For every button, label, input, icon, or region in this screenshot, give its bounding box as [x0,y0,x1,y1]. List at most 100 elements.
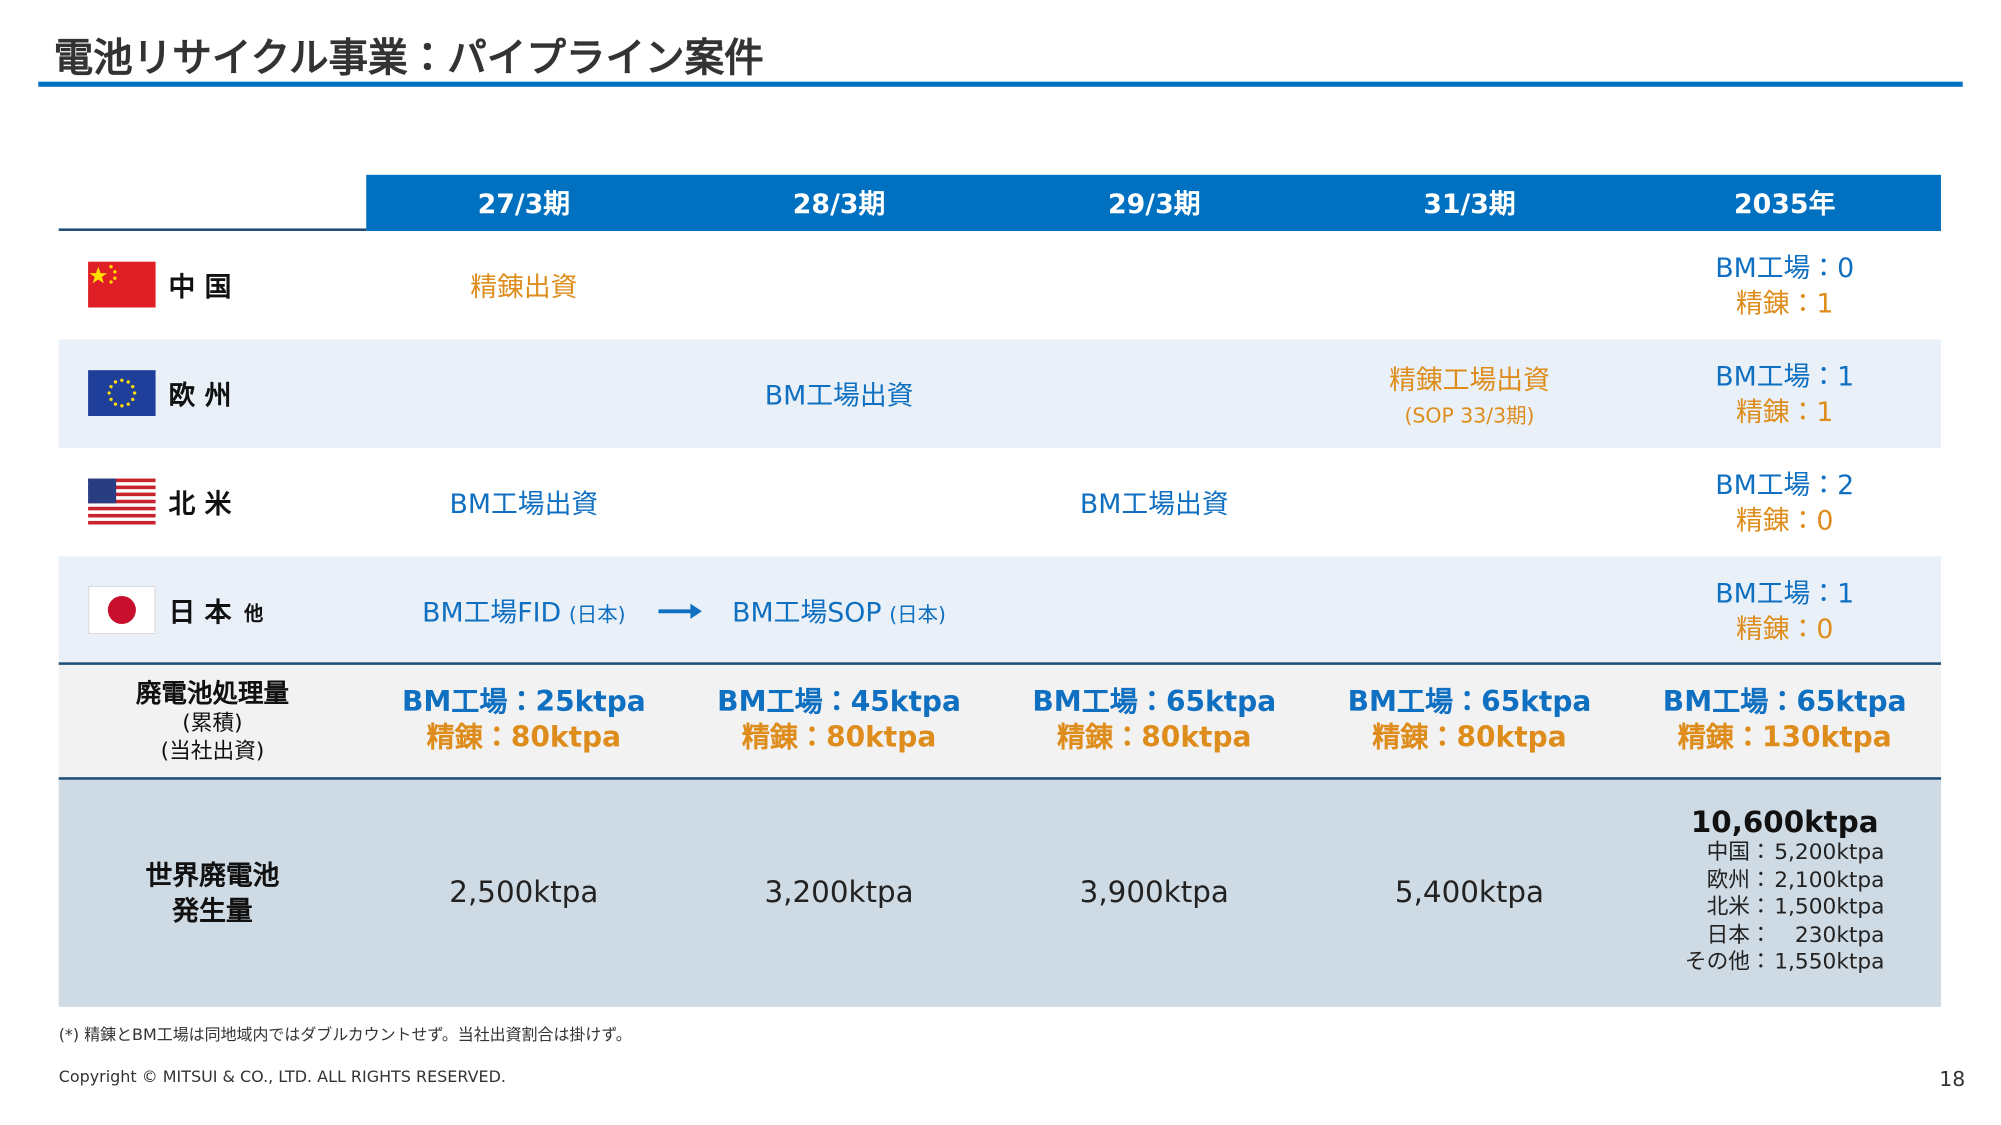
flag-japan [88,585,156,635]
plan-line: BM工場出資 [1080,483,1229,521]
flag-china [88,261,156,308]
target-bm: BM工場：1 [1715,360,1855,392]
target-refine: 精錬：1 [1735,396,1834,427]
breakdown-region: 北米： [1706,894,1772,921]
column-header: 27/3期 [366,175,681,231]
target-bm: BM工場：0 [1715,252,1855,283]
target-bm: BM工場：1 [1715,577,1855,609]
processing-refine: 精錬：80ktpa [741,722,937,755]
breakdown-value: 1,550ktpa [1774,949,1885,975]
processing-label-line: (当社出資) [160,738,265,765]
processing-cell: BM工場：45ktpa 精錬：80ktpa [681,664,996,779]
column-label: 31/3期 [1423,188,1516,220]
world-cell: 5,400ktpa [1312,778,1627,1006]
breakdown-region: 日本： [1706,922,1772,948]
target-refine: 精錬：0 [1735,504,1834,536]
target-cell: BM工場：1 精錬：0 [1627,556,1942,664]
processing-refine: 精錬：80ktpa [426,722,622,755]
target-refine: 精錬：0 [1735,613,1834,644]
world-total: 10,600ktpa [1690,806,1879,840]
row-band [58,339,1942,448]
column-header: 29/3期 [997,175,1312,231]
region-name: 中 国 [168,271,232,302]
region-name: 欧 州 [168,379,232,411]
processing-cell: BM工場：65ktpa 精錬：80ktpa [1312,664,1627,779]
breakdown-value: 230ktpa [1794,922,1885,948]
world-value: 2,500ktpa [449,876,599,910]
plan-cell: BM工場出資 [997,448,1312,556]
processing-refine: 精錬：130ktpa [1677,722,1892,755]
region-name: 北 米 [168,488,232,519]
world-cell: 3,200ktpa [681,778,996,1006]
plan-text: 精錬出資 [470,271,578,302]
processing-bm: BM工場：65ktpa [1347,686,1592,719]
processing-bm: BM工場：65ktpa [1032,686,1277,719]
plan-line: 精錬出資 [470,266,577,304]
plan-line: 精錬工場出資 [1389,359,1550,397]
target-bm: BM工場：2 [1715,468,1855,500]
processing-refine: 精錬：80ktpa [1372,722,1567,755]
plan-line: BM工場出資 [765,375,914,413]
plan-line: BM工場FID (日本) [422,591,626,629]
world-value: 5,400ktpa [1394,876,1545,910]
plan-cell: 精錬出資 [366,231,681,339]
processing-refine: 精錬：80ktpa [1057,722,1252,755]
region-label: 北 米 [168,448,231,556]
breakdown-value: 2,100ktpa [1774,867,1885,893]
processing-label-line: 廃電池処理量 [135,677,290,709]
world-band [58,778,1942,1007]
processing-cell: BM工場：65ktpa 精錬：130ktpa [1627,664,1942,779]
plan-cell: BM工場SOP (日本) [681,556,996,664]
header-bar [366,174,1942,231]
breakdown-region: その他： [1684,949,1772,975]
world-breakdown: 中国： 5,200ktpa 欧州： 2,100ktpa 北米： 1,500ktpa 日本： 2… [1685,840,1885,977]
world-label: 世界廃電池 発生量 [59,778,367,1006]
breakdown-region: 中国： [1706,839,1772,866]
processing-cell: BM工場：25ktpa 精錬：80ktpa [366,664,681,779]
target-cell: BM工場：2 精錬：0 [1627,448,1942,556]
row-band [58,556,1942,664]
arrow [658,603,702,619]
column-label: 2035年 [1733,188,1836,220]
processing-bm: BM工場：65ktpa [1662,686,1907,719]
plan-text: BM工場FID [422,596,562,628]
plan-sub: (SOP 33/3期) [1404,402,1535,427]
column-header: 31/3期 [1312,175,1627,231]
plan-text: BM工場SOP [732,596,882,628]
plan-note: (日本) [889,601,946,626]
world-value: 3,900ktpa [1079,876,1229,910]
region-suffix: 他 [244,602,264,626]
title-rule [38,81,1963,87]
breakdown-region: 欧州： [1706,867,1772,893]
region-label: 中 国 [168,231,231,339]
world-cell: 3,900ktpa [997,778,1312,1006]
target-refine: 精錬：1 [1735,287,1834,319]
header-rule [58,228,367,231]
world-total-cell: 10,600ktpa 中国： 5,200ktpa 欧州： 2,100ktpa 北米： 1,5… [1627,778,1942,1006]
target-cell: BM工場：0 精錬：1 [1627,231,1942,339]
region-label: 欧 州 [168,339,231,447]
world-cell: 2,500ktpa [366,778,681,1006]
plan-cell: BM工場FID (日本) [366,556,681,664]
world-label-line: 世界廃電池 [145,859,280,891]
processing-bm: BM工場：25ktpa [401,686,646,719]
breakdown-value: 5,200ktpa [1774,839,1885,866]
column-label: 27/3期 [477,188,571,220]
row-rule [58,662,1942,665]
plan-text: BM工場出資 [764,379,914,411]
processing-band [58,663,1942,779]
plan-line: BM工場出資 [450,483,599,521]
page-number: 18 [1939,1066,1966,1092]
processing-cell: BM工場：65ktpa 精錬：80ktpa [997,664,1312,779]
plan-cell: BM工場出資 [681,339,996,447]
flag-usa [88,478,156,525]
processing-label-line: (累積) [182,710,243,737]
plan-text: BM工場出資 [449,488,599,519]
world-value: 3,200ktpa [764,876,914,910]
region-name: 日 本 [168,596,232,628]
region-label: 日 本他 [168,556,263,664]
copyright: Copyright © MITSUI & CO., LTD. ALL RIGHT… [58,1066,506,1087]
plan-cell: BM工場出資 [366,448,681,556]
